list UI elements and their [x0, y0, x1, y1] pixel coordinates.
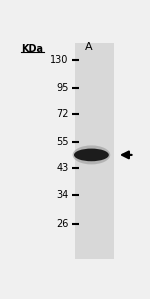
Text: KDa: KDa [21, 44, 43, 54]
Text: 43: 43 [57, 163, 69, 173]
Text: 72: 72 [56, 109, 69, 119]
FancyBboxPatch shape [75, 43, 114, 259]
Text: 95: 95 [56, 83, 69, 93]
Text: 34: 34 [57, 190, 69, 200]
Text: 26: 26 [56, 219, 69, 228]
Text: A: A [85, 42, 92, 52]
Ellipse shape [73, 145, 110, 164]
Text: 130: 130 [50, 55, 69, 65]
Text: 55: 55 [56, 137, 69, 147]
Ellipse shape [74, 149, 109, 161]
